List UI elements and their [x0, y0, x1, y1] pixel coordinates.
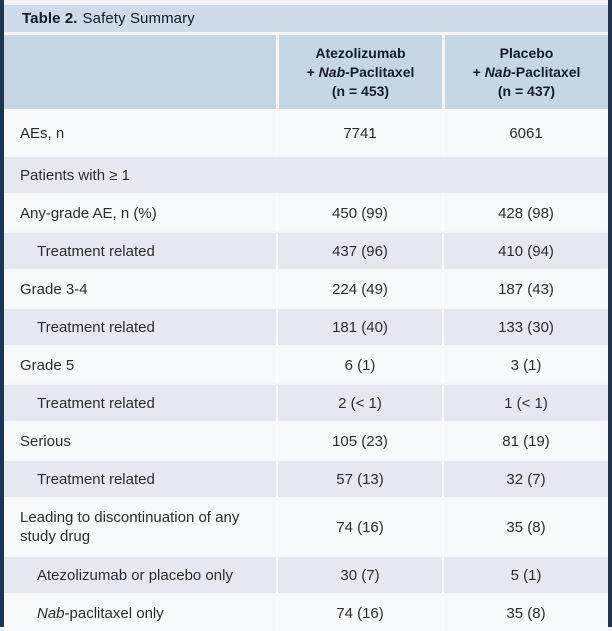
- table-row: AEs, n 7741 6061: [4, 109, 608, 155]
- value-placebo-arm: 3 (1): [442, 347, 608, 383]
- value-atezolizumab-arm: 450 (99): [276, 195, 442, 231]
- row-label: Treatment related: [37, 470, 155, 488]
- value-atezolizumab-arm: 437 (96): [276, 233, 442, 269]
- row-label: Grade 3-4: [20, 280, 88, 298]
- value-placebo-arm: 133 (30): [442, 309, 608, 345]
- table-row: Grade 5 6 (1) 3 (1): [4, 345, 608, 383]
- table-number-label: Table 2.: [22, 10, 78, 27]
- value-atezolizumab-arm: 181 (40): [276, 309, 442, 345]
- value-placebo-arm: 35 (8): [442, 499, 608, 555]
- row-label: Treatment related: [37, 242, 155, 260]
- value-placebo-arm: 410 (94): [442, 233, 608, 269]
- row-label: Any-grade AE, n (%): [20, 204, 157, 222]
- table-row: Treatment related 437 (96) 410 (94): [4, 231, 608, 269]
- value-atezolizumab-arm: 2 (< 1): [276, 385, 442, 421]
- row-label: Grade 5: [20, 356, 75, 374]
- value-atezolizumab-arm: 6 (1): [276, 347, 442, 383]
- row-label: Atezolizumab or placebo only: [37, 566, 233, 584]
- table-row: Treatment related 57 (13) 32 (7): [4, 459, 608, 497]
- title-header-divider: [4, 32, 608, 35]
- row-label: AEs, n: [20, 124, 65, 142]
- row-label: Patients with ≥ 1: [20, 166, 130, 184]
- value-placebo-arm: 35 (8): [442, 595, 608, 631]
- value-atezolizumab-arm: 105 (23): [276, 423, 442, 459]
- table-row: Nab-paclitaxel only 74 (16) 35 (8): [4, 593, 608, 631]
- section-row: Patients with ≥ 1: [4, 155, 608, 193]
- row-label: Treatment related: [37, 394, 155, 412]
- table-title: Table 2. Safety Summary: [4, 5, 608, 32]
- value-placebo-arm: 32 (7): [442, 461, 608, 497]
- column-header-atezolizumab-arm: Atezolizumab + Nab-Paclitaxel (n = 453): [276, 35, 442, 109]
- header-empty-cell: [4, 35, 276, 109]
- row-label: Leading to discontinuation of any study …: [20, 509, 240, 545]
- value-placebo-arm: 5 (1): [442, 557, 608, 593]
- table-row: Treatment related 2 (< 1) 1 (< 1): [4, 383, 608, 421]
- value-placebo-arm: 81 (19): [442, 423, 608, 459]
- table-header-row: Atezolizumab + Nab-Paclitaxel (n = 453) Pl…: [4, 35, 608, 109]
- value-atezolizumab-arm: 74 (16): [276, 499, 442, 555]
- value-atezolizumab-arm: 7741: [276, 111, 442, 155]
- value-placebo-arm: 1 (< 1): [442, 385, 608, 421]
- table-row: Treatment related 181 (40) 133 (30): [4, 307, 608, 345]
- row-label: Serious: [20, 432, 71, 450]
- table-body: AEs, n 7741 6061 Patients with ≥ 1 Any-grade…: [4, 109, 608, 631]
- top-margin-strip: [4, 0, 608, 5]
- value-atezolizumab-arm: 57 (13): [276, 461, 442, 497]
- table-row: Grade 3-4 224 (49) 187 (43): [4, 269, 608, 307]
- value-placebo-arm: 428 (98): [442, 195, 608, 231]
- table-title-text: Safety Summary: [82, 10, 195, 27]
- column-header-placebo-arm: Placebo + Nab-Paclitaxel (n = 437): [442, 35, 608, 109]
- table-row: Any-grade AE, n (%) 450 (99) 428 (98): [4, 193, 608, 231]
- value-placebo-arm: 6061: [442, 111, 608, 155]
- table-row: Leading to discontinuation of any study …: [4, 497, 608, 555]
- value-atezolizumab-arm: 30 (7): [276, 557, 442, 593]
- row-label: Treatment related: [37, 318, 155, 336]
- table-row: Serious 105 (23) 81 (19): [4, 421, 608, 459]
- value-placebo-arm: 187 (43): [442, 271, 608, 307]
- row-label: Nab-paclitaxel only: [37, 604, 164, 622]
- table-row: Atezolizumab or placebo only 30 (7) 5 (1): [4, 555, 608, 593]
- value-atezolizumab-arm: 74 (16): [276, 595, 442, 631]
- value-atezolizumab-arm: 224 (49): [276, 271, 442, 307]
